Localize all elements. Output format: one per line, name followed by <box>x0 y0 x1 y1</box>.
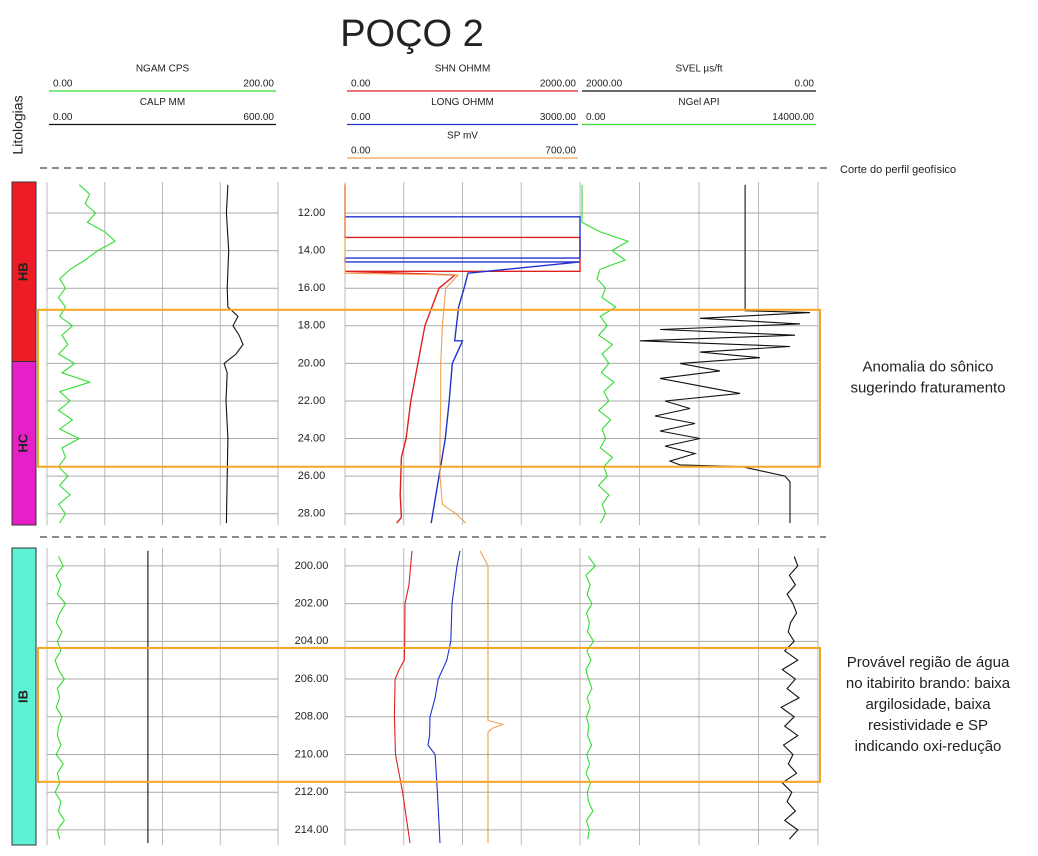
log-curve <box>585 556 597 840</box>
lithology-bar <box>11 181 37 362</box>
annotation: resistividade e SP <box>868 717 988 734</box>
depth-tick-label: 20.00 <box>298 357 326 369</box>
scale-label: 3000.00 <box>540 112 577 123</box>
lithology-label: HB <box>15 262 30 281</box>
scale-label: 2000.00 <box>540 79 577 90</box>
scale-label: 0.00 <box>351 79 371 90</box>
curve-name: NGel API <box>678 97 719 108</box>
curve-name: SHN OHMM <box>435 64 491 75</box>
lithology-header: Litologias <box>10 95 26 154</box>
depth-tick-label: 26.00 <box>298 470 326 482</box>
annotation: Anomalia do sônico <box>863 359 994 376</box>
log-panel: 12.00 14.00 16.00 18.00 20.00 22.00 24.00 26.00… <box>11 181 1006 526</box>
annotation: argilosidade, baixa <box>865 696 991 713</box>
log-curve <box>223 184 244 524</box>
depth-tick-label: 212.00 <box>295 786 329 798</box>
scale-label: 0.00 <box>795 79 815 90</box>
scale-label: 700.00 <box>545 146 576 157</box>
curve-name: LONG OHMM <box>431 97 494 108</box>
depth-tick-label: 202.00 <box>295 598 329 610</box>
log-curve <box>780 556 801 840</box>
depth-tick-label: 16.00 <box>298 282 326 294</box>
chart-title: POÇO 2 <box>340 13 484 55</box>
log-curve <box>344 216 581 524</box>
scale-label: 600.00 <box>243 112 274 123</box>
scale-label: 0.00 <box>351 112 371 123</box>
annotation: no itabirito brando: baixa <box>846 675 1011 692</box>
annotation: Provável região de água <box>847 654 1010 671</box>
scale-label: 0.00 <box>586 112 606 123</box>
log-panel: 200.00 202.00 204.00 206.00 208.00 210.00 212.… <box>11 547 1011 846</box>
scale-label: 200.00 <box>243 79 274 90</box>
log-curve <box>344 184 467 524</box>
depth-tick-label: 12.00 <box>298 207 326 219</box>
lithology-bar <box>11 547 37 846</box>
depth-tick-label: 18.00 <box>298 320 326 332</box>
scale-label: 14000.00 <box>772 112 814 123</box>
lithology-label: HC <box>15 433 30 452</box>
annotation: sugerindo fraturamento <box>850 380 1005 397</box>
curve-name: CALP MM <box>140 97 185 108</box>
scale-label: 2000.00 <box>586 79 623 90</box>
lithology-label: IB <box>15 690 30 703</box>
highlight-box <box>37 646 821 783</box>
depth-tick-label: 24.00 <box>298 432 326 444</box>
log-curve <box>427 550 461 844</box>
scale-label: 0.00 <box>351 146 371 157</box>
depth-tick-label: 200.00 <box>295 560 329 572</box>
depth-tick-label: 204.00 <box>295 635 329 647</box>
log-curve <box>393 550 413 844</box>
depth-tick-label: 208.00 <box>295 711 329 723</box>
depth-tick-label: 206.00 <box>295 673 329 685</box>
depth-tick-label: 22.00 <box>298 395 326 407</box>
lithology-bar <box>11 360 37 526</box>
cut-label: Corte do perfil geofísico <box>840 164 956 176</box>
depth-tick-label: 14.00 <box>298 245 326 257</box>
curve-name: SVEL µs/ft <box>675 64 722 75</box>
depth-tick-label: 214.00 <box>295 824 329 836</box>
log-curve <box>639 184 811 524</box>
scale-label: 0.00 <box>53 79 73 90</box>
highlight-box <box>37 308 821 468</box>
curve-name: SP mV <box>447 131 478 142</box>
curve-name: NGAM CPS <box>136 64 190 75</box>
annotation: indicando oxi-redução <box>855 738 1002 755</box>
scale-label: 0.00 <box>53 112 73 123</box>
log-curve <box>479 550 505 844</box>
depth-tick-label: 28.00 <box>298 508 326 520</box>
depth-tick-label: 210.00 <box>295 748 329 760</box>
log-curve <box>54 556 67 840</box>
